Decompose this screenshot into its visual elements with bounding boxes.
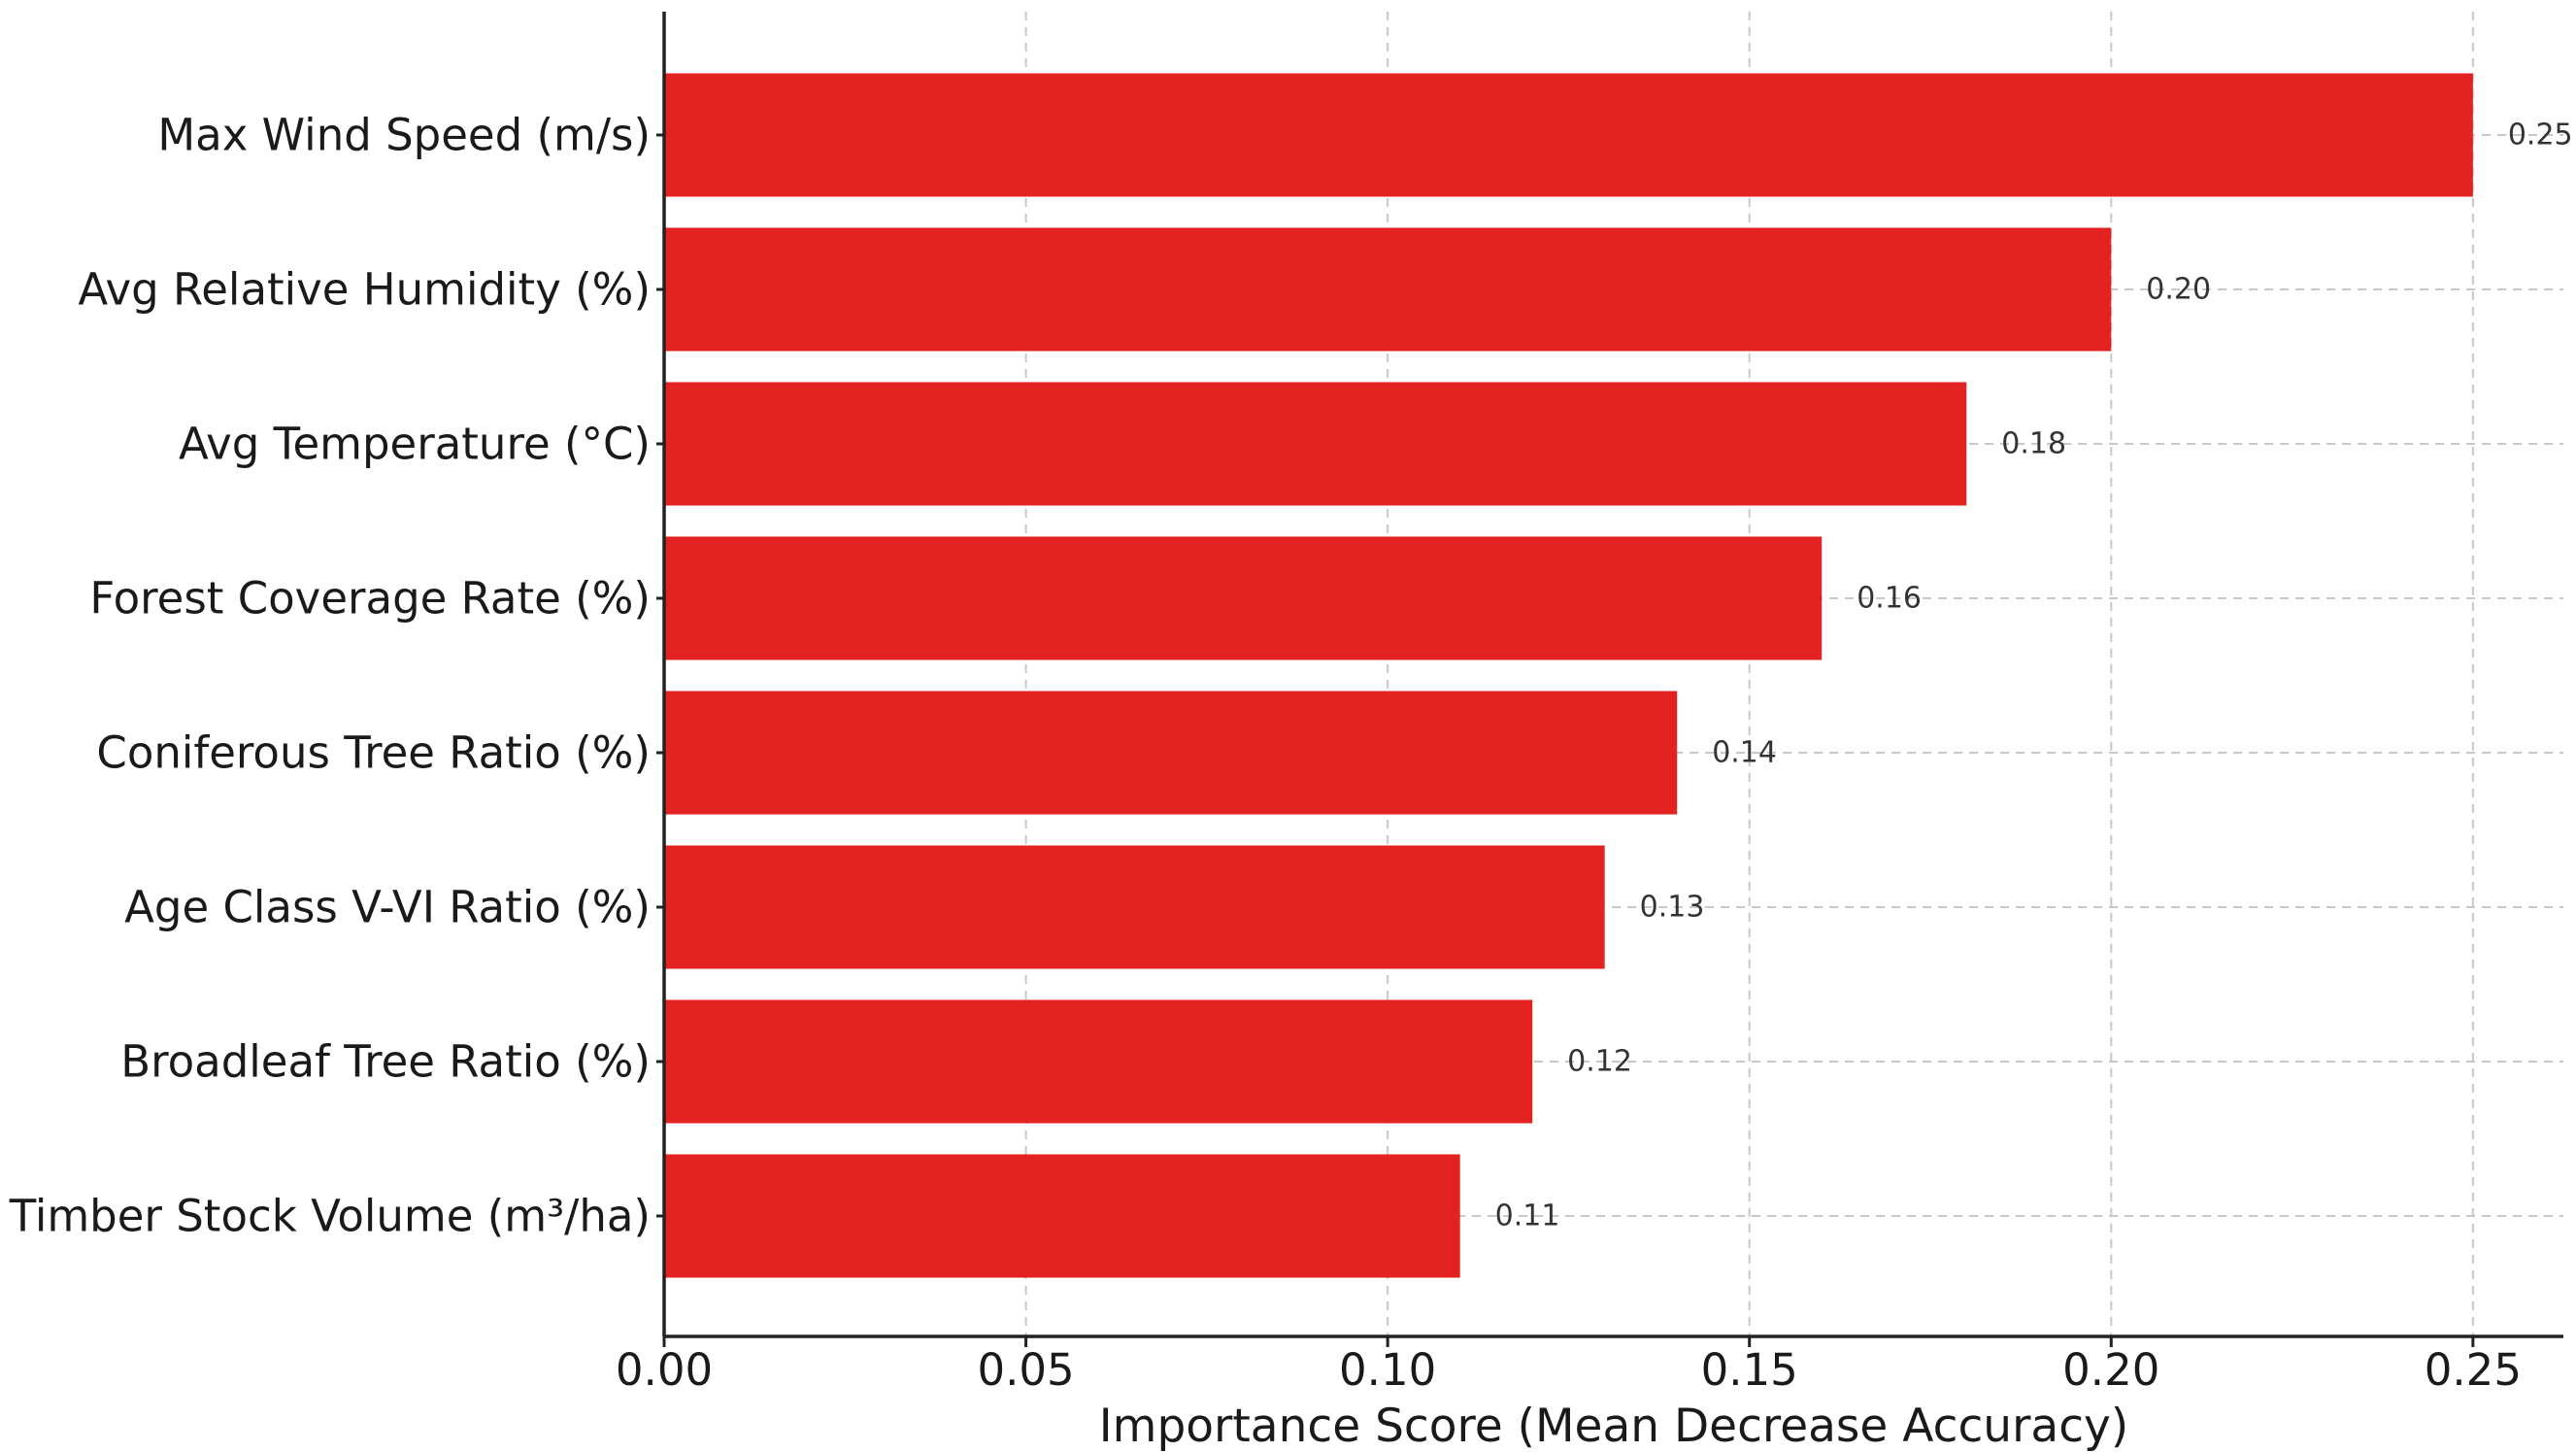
category-label: Age Class V-VI Ratio (%): [124, 882, 651, 933]
data-label: 0.12: [1567, 1045, 1632, 1079]
bar-layer: [664, 73, 2473, 1278]
x-tick-label: 0.20: [2062, 1344, 2159, 1396]
bar: [664, 691, 1678, 815]
x-tick-label: 0.10: [1339, 1344, 1436, 1396]
category-label: Avg Relative Humidity (%): [78, 264, 651, 316]
category-label: Max Wind Speed (m/s): [157, 110, 651, 161]
category-label: Timber Stock Volume (m³/ha): [9, 1191, 651, 1242]
x-tick-label: 0.25: [2425, 1344, 2522, 1396]
data-label: 0.20: [2146, 273, 2211, 307]
bar: [664, 227, 2112, 352]
x-axis-title: Importance Score (Mean Decrease Accuracy…: [1099, 1400, 2128, 1452]
data-label: 0.18: [2001, 427, 2066, 461]
x-tick-label: 0.00: [616, 1344, 713, 1396]
category-label: Coniferous Tree Ratio (%): [96, 727, 651, 779]
bar: [664, 73, 2473, 197]
data-label: 0.14: [1712, 736, 1777, 770]
bar: [664, 999, 1533, 1124]
bar: [664, 1154, 1460, 1278]
x-tick-label: 0.05: [977, 1344, 1074, 1396]
axis-layer: [656, 12, 2563, 1347]
label-layer: Max Wind Speed (m/s) 0.25 Avg Relative Hum…: [9, 110, 2573, 1397]
bar: [664, 845, 1605, 969]
data-label: 0.16: [1857, 582, 1922, 616]
category-label: Forest Coverage Rate (%): [89, 573, 651, 625]
category-label: Avg Temperature (°C): [179, 419, 651, 470]
data-label: 0.13: [1640, 891, 1705, 925]
bar: [664, 536, 1823, 660]
data-label: 0.25: [2508, 118, 2573, 152]
category-label: Broadleaf Tree Ratio (%): [120, 1036, 651, 1088]
x-tick-label: 0.15: [1701, 1344, 1798, 1396]
grid-layer: [664, 12, 2563, 1336]
data-label: 0.11: [1495, 1199, 1560, 1233]
bar: [664, 382, 1967, 506]
